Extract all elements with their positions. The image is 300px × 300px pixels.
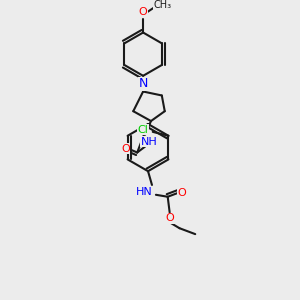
Text: O: O [139, 7, 148, 17]
Text: NH: NH [141, 137, 158, 147]
Text: O: O [121, 144, 130, 154]
Text: HN: HN [136, 187, 152, 197]
Text: CH₃: CH₃ [154, 0, 172, 10]
Text: Cl: Cl [137, 125, 148, 135]
Text: O: O [165, 213, 174, 224]
Text: O: O [177, 188, 186, 198]
Text: N: N [138, 77, 148, 90]
